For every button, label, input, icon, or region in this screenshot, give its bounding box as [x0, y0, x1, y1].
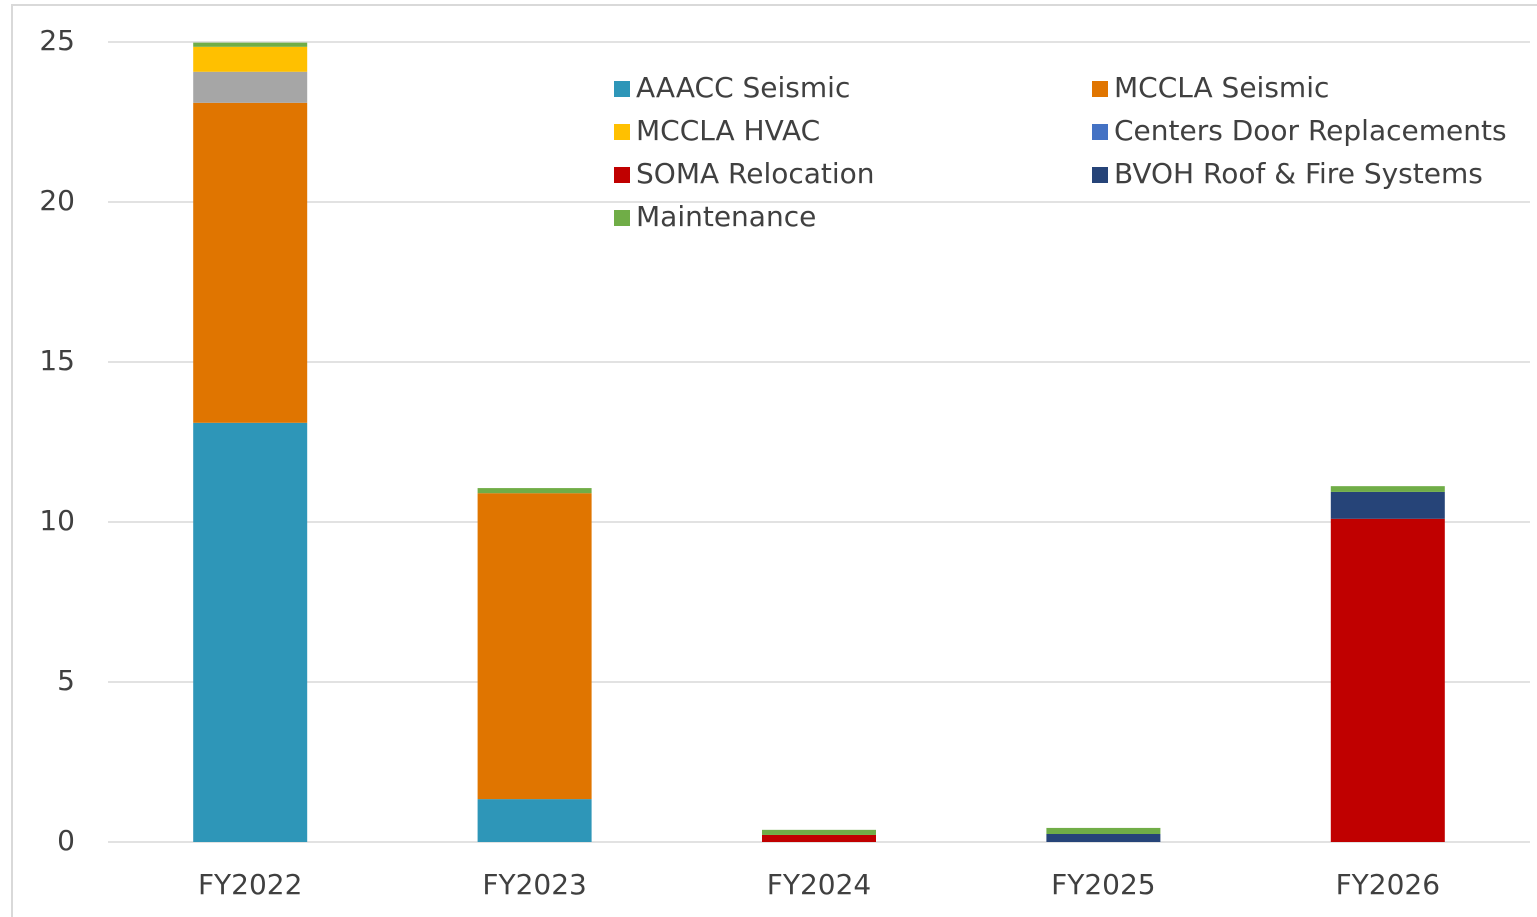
x-tick-label: FY2026: [1336, 868, 1440, 901]
y-tick-label: 10: [39, 504, 75, 537]
y-tick-label: 25: [39, 24, 75, 57]
bar-segment: [193, 71, 308, 103]
bar-segment: [1046, 834, 1161, 842]
bar-segment: [1330, 518, 1445, 842]
legend-swatch: [614, 167, 630, 183]
legend-label: Centers Door Replacements: [1114, 114, 1507, 147]
legend-swatch: [614, 81, 630, 97]
legend-label: MCCLA HVAC: [636, 114, 820, 147]
chart-frame: [11, 4, 1537, 917]
bar-segment: [477, 488, 592, 494]
legend-swatch: [1092, 81, 1108, 97]
y-tick-label: 15: [39, 344, 75, 377]
legend-label: Maintenance: [636, 200, 816, 233]
bar-segment: [193, 102, 308, 423]
bar-segment: [762, 829, 876, 835]
bar-segment: [193, 46, 308, 72]
legend-swatch: [614, 124, 630, 140]
bar-segment: [762, 834, 876, 842]
bar-segment: [1046, 827, 1161, 834]
bar-segment: [193, 422, 308, 842]
x-tick-label: FY2023: [482, 868, 586, 901]
legend-label: BVOH Roof & Fire Systems: [1114, 157, 1483, 190]
legend-label: AAACC Seismic: [636, 71, 850, 104]
legend-swatch: [614, 210, 630, 226]
y-tick-label: 0: [57, 824, 75, 857]
y-tick-label: 5: [57, 664, 75, 697]
bar-segment: [477, 493, 592, 800]
legend-swatch: [1092, 167, 1108, 183]
x-tick-label: FY2025: [1051, 868, 1155, 901]
legend-swatch: [1092, 124, 1108, 140]
x-tick-label: FY2024: [767, 868, 871, 901]
bar-segment: [477, 799, 592, 842]
y-tick-label: 20: [39, 184, 75, 217]
legend-label: MCCLA Seismic: [1114, 71, 1329, 104]
bar-segment: [193, 42, 308, 47]
legend-label: SOMA Relocation: [636, 157, 875, 190]
x-tick-label: FY2022: [198, 868, 302, 901]
bar-segment: [1330, 486, 1445, 492]
bar-segment: [1330, 491, 1445, 519]
